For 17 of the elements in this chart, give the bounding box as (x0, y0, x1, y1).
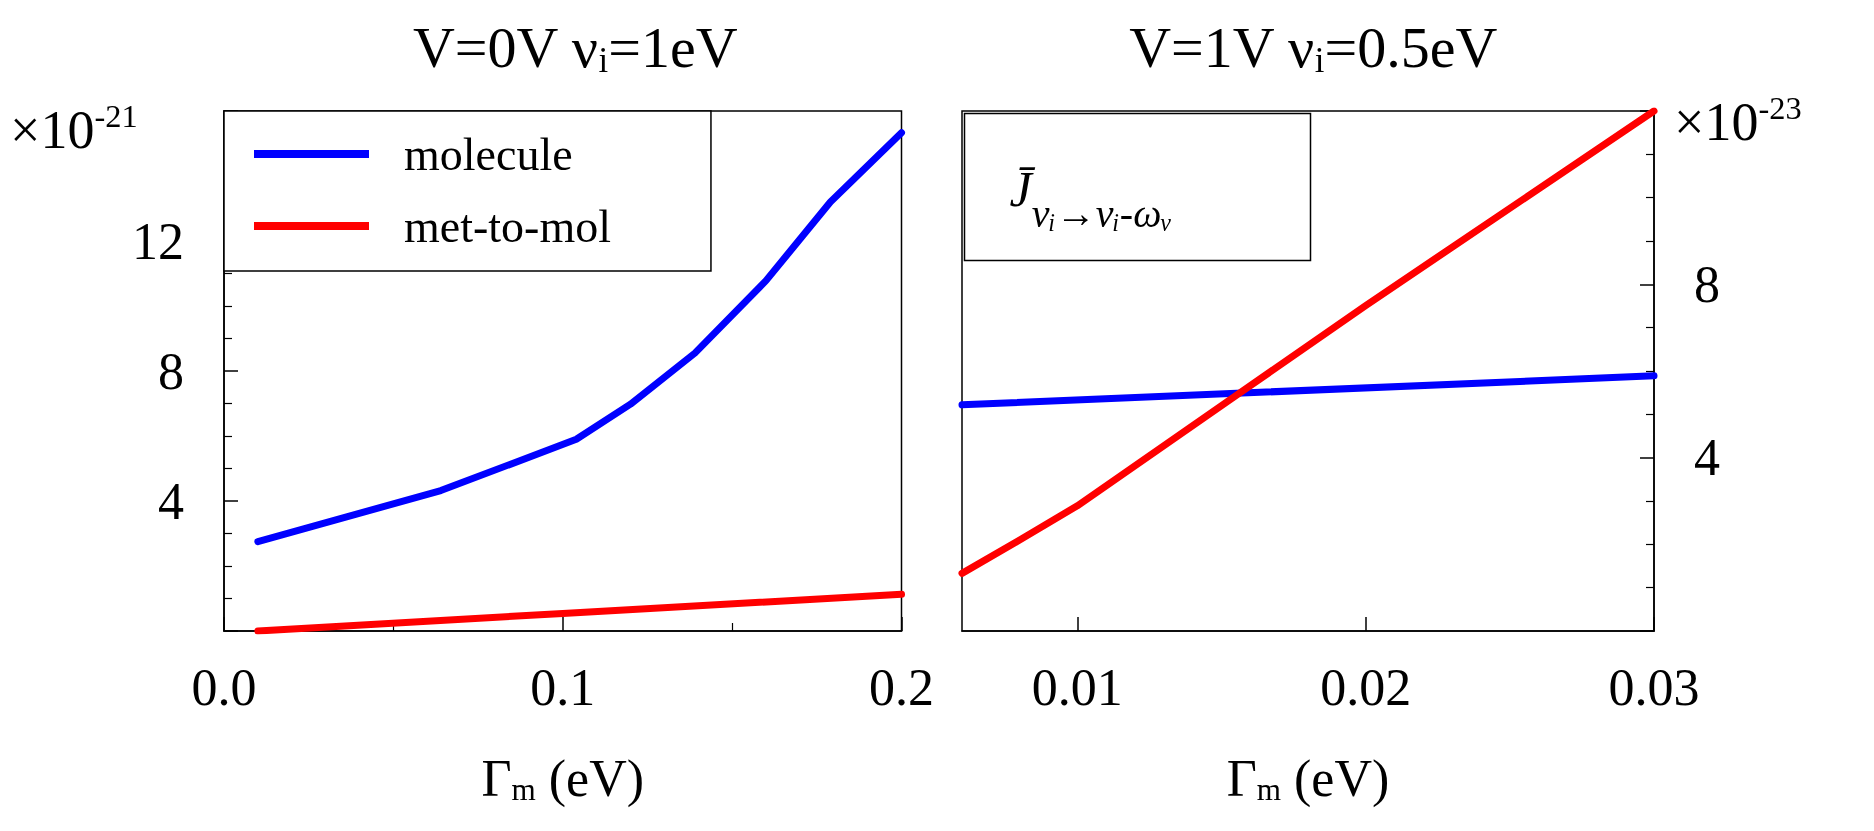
x-axis-title: Γm (eV) (481, 749, 645, 808)
chart-title: V=0V νi=1eV (412, 15, 738, 81)
y-tick-label: 8 (1694, 255, 1720, 313)
x-tick-label: 0.03 (1608, 658, 1700, 716)
y-tick-label: 12 (132, 212, 184, 270)
legend-label: met-to-mol (404, 200, 611, 252)
legend-label: molecule (404, 128, 573, 180)
x-tick-label: 0.2 (869, 658, 934, 716)
y-tick-label: 4 (158, 472, 184, 530)
y-tick-label: 4 (1694, 429, 1720, 487)
x-axis-title: Γm (eV) (1226, 749, 1390, 808)
x-tick-label: 0.02 (1320, 658, 1412, 716)
chart-title: V=1V νi=0.5eV (1129, 15, 1498, 81)
x-tick-label: 0.1 (530, 658, 596, 716)
x-tick-label: 0.0 (191, 658, 257, 716)
x-tick-label: 0.01 (1031, 658, 1123, 716)
y-tick-label: 8 (158, 342, 184, 400)
